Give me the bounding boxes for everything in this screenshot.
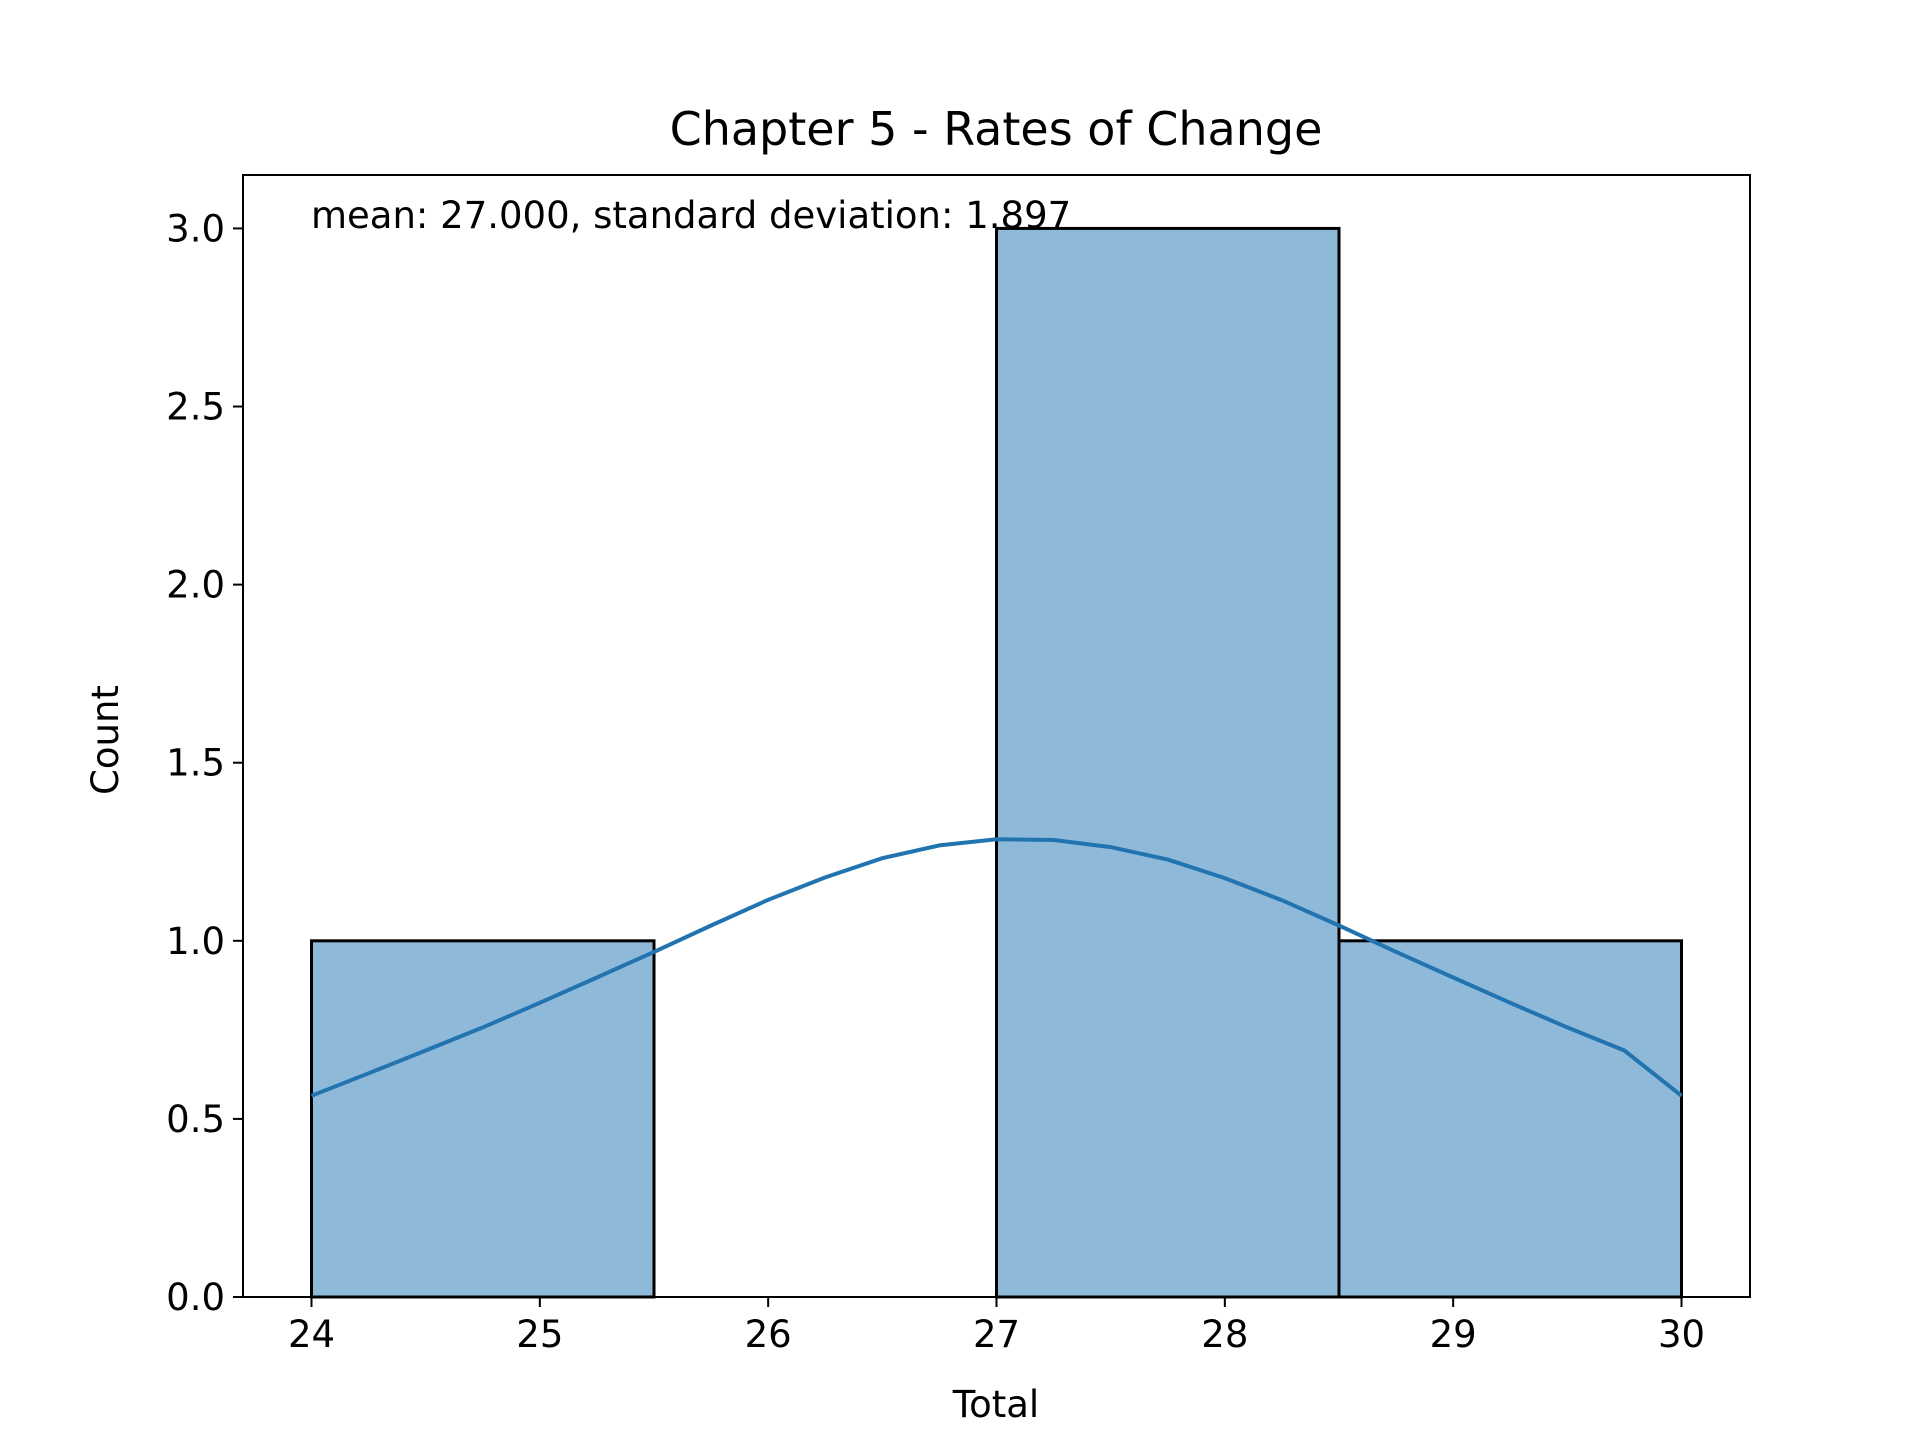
- x-tick-label: 29: [1430, 1313, 1477, 1356]
- stats-annotation: mean: 27.000, standard deviation: 1.897: [311, 194, 1071, 237]
- histogram-bar: [1337, 939, 1683, 1299]
- bars-group: [310, 226, 1683, 1299]
- y-tick-label: 0.0: [166, 1276, 225, 1319]
- y-tick-label: 1.0: [166, 920, 225, 963]
- y-axis-label: Count: [84, 685, 127, 795]
- x-tick-label: 30: [1658, 1313, 1705, 1356]
- histogram-bar: [310, 939, 656, 1299]
- histogram-bar: [995, 226, 1341, 1299]
- y-axis-ticks: 0.0 0.5 1.0 1.5 2.0 2.5 3.0: [166, 207, 243, 1319]
- x-axis-label: Total: [952, 1383, 1039, 1426]
- x-tick-label: 25: [516, 1313, 563, 1356]
- y-tick-label: 0.5: [166, 1098, 225, 1141]
- y-tick-label: 1.5: [166, 742, 225, 785]
- y-tick-label: 2.0: [166, 564, 225, 607]
- x-axis-ticks: 24 25 26 27 28 29 30: [288, 1297, 1705, 1356]
- x-tick-label: 27: [973, 1313, 1020, 1356]
- x-tick-label: 24: [288, 1313, 335, 1356]
- kde-curve: [310, 837, 1683, 1098]
- y-tick-label: 3.0: [166, 207, 225, 250]
- chart-title: Chapter 5 - Rates of Change: [670, 102, 1323, 156]
- x-tick-label: 26: [745, 1313, 792, 1356]
- x-tick-label: 28: [1201, 1313, 1248, 1356]
- y-tick-label: 2.5: [166, 386, 225, 429]
